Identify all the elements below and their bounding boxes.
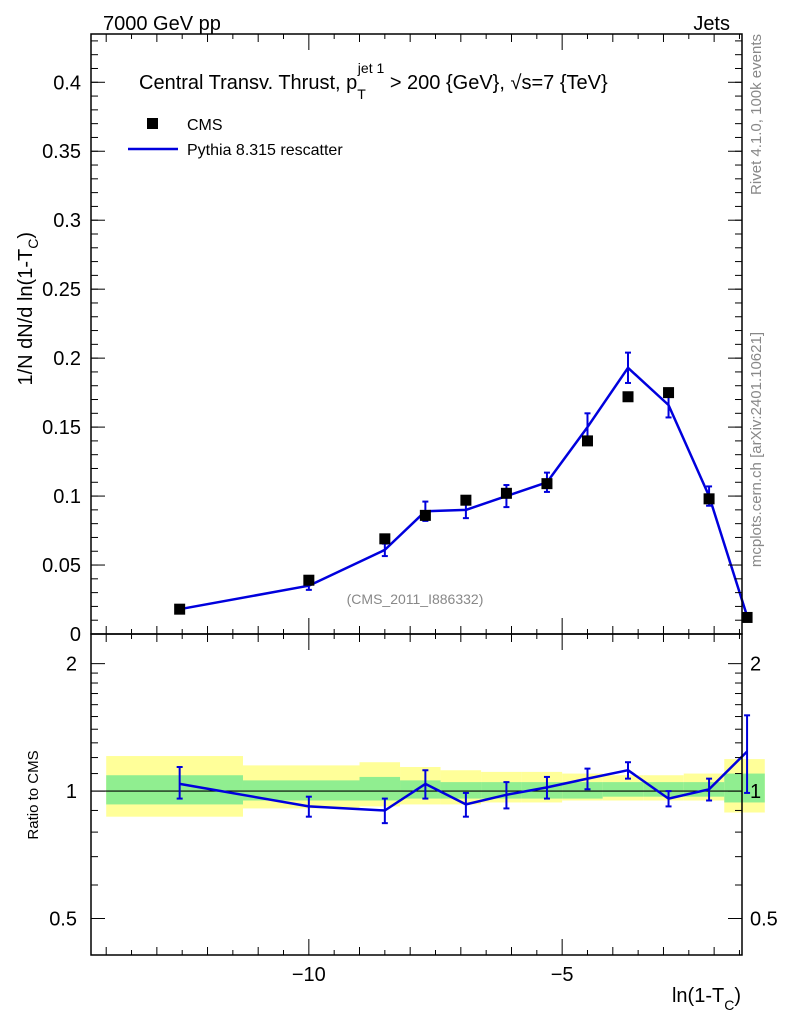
data-point xyxy=(663,387,675,399)
main-ytick-label: 0 xyxy=(70,624,81,646)
data-point xyxy=(500,487,512,499)
main-ytick-label: 0.25 xyxy=(42,279,81,301)
band-inner xyxy=(359,776,401,801)
main-ylabel: 1/N dN/d ln(1-TC) xyxy=(15,232,41,386)
ratio-ytick-label-left: 1 xyxy=(66,781,77,803)
band-inner xyxy=(602,782,644,797)
band-inner xyxy=(440,782,482,799)
data-point xyxy=(622,391,634,403)
header-left: 7000 GeV pp xyxy=(103,13,221,35)
band-inner xyxy=(643,782,684,797)
xtick-label: −10 xyxy=(292,964,326,986)
data-point xyxy=(741,611,753,623)
ratio-bands xyxy=(91,756,765,817)
main-axis-ticks: 0 0.05 0.1 0.15 0.2 0.25 0.3 0.35 0.4 xyxy=(42,34,742,646)
main-ylabel-sub: C xyxy=(25,239,41,249)
main-ytick-label: 0.15 xyxy=(42,417,81,439)
mcplots-label: mcplots.cern.ch [arXiv:2401.10621] xyxy=(748,332,765,567)
rivet-label: Rivet 4.1.0, 100k events xyxy=(748,34,765,195)
main-ytick-label: 0.05 xyxy=(42,555,81,577)
data-point xyxy=(379,533,391,545)
header-right: Jets xyxy=(693,13,730,35)
data-point xyxy=(703,493,715,505)
xlabel: ln(1-TC) xyxy=(672,985,741,1013)
title-main: Central Transv. Thrust, p xyxy=(139,72,357,94)
data-point xyxy=(541,478,553,490)
ratio-frame xyxy=(90,633,743,956)
ratio-ytick-label-right: 0.5 xyxy=(750,909,778,931)
ratio-series-line xyxy=(179,750,748,812)
data-point xyxy=(303,574,315,586)
band-inner xyxy=(562,782,603,799)
xlabel-suffix: ) xyxy=(734,985,741,1007)
main-ytick-label: 0.1 xyxy=(53,486,81,508)
xlabel-prefix: ln(1-T xyxy=(672,985,724,1007)
ratio-axis-ticks: 0.5 0.5 1 1 2 2 −10 −5 xyxy=(49,634,778,986)
legend-mc-label: Pythia 8.315 rescatter xyxy=(187,142,343,159)
chart-title: Central Transv. Thrust, pTjet 1 > 200 {G… xyxy=(139,60,608,102)
legend-data-label: CMS xyxy=(187,117,223,134)
band-inner xyxy=(242,780,360,801)
main-ytick-label: 0.2 xyxy=(53,348,81,370)
main-ylabel-prefix: 1/N dN/d ln(1-T xyxy=(15,249,37,386)
title-rest: > 200 {GeV}, √s=7 {TeV} xyxy=(384,72,608,94)
main-ytick-label: 0.4 xyxy=(53,72,81,94)
data-point xyxy=(460,494,472,506)
main-ylabel-suffix: ) xyxy=(15,232,37,239)
data-point xyxy=(419,509,431,521)
main-series xyxy=(174,351,753,623)
ratio-ytick-label-left: 0.5 xyxy=(49,909,77,931)
data-point xyxy=(174,603,186,615)
main-ytick-label: 0.3 xyxy=(53,210,81,232)
band-inner xyxy=(106,775,243,805)
data-point xyxy=(581,435,593,447)
ratio-ytick-label-right: 2 xyxy=(750,654,761,676)
title-sub: T xyxy=(357,86,366,102)
mc-series-line xyxy=(179,366,749,617)
title-sup: jet 1 xyxy=(357,60,385,76)
analysis-watermark: (CMS_2011_I886332) xyxy=(347,591,484,607)
ratio-ytick-label-right: 1 xyxy=(750,781,761,803)
ratio-series xyxy=(176,714,751,825)
band-inner xyxy=(724,773,765,803)
xlabel-sub: C xyxy=(724,997,734,1013)
main-ytick-label: 0.35 xyxy=(42,141,81,163)
ratio-ytick-label-left: 2 xyxy=(66,654,77,676)
ratio-ylabel: Ratio to CMS xyxy=(25,750,42,839)
legend-data-marker xyxy=(147,118,158,129)
xtick-label: −5 xyxy=(551,964,574,986)
